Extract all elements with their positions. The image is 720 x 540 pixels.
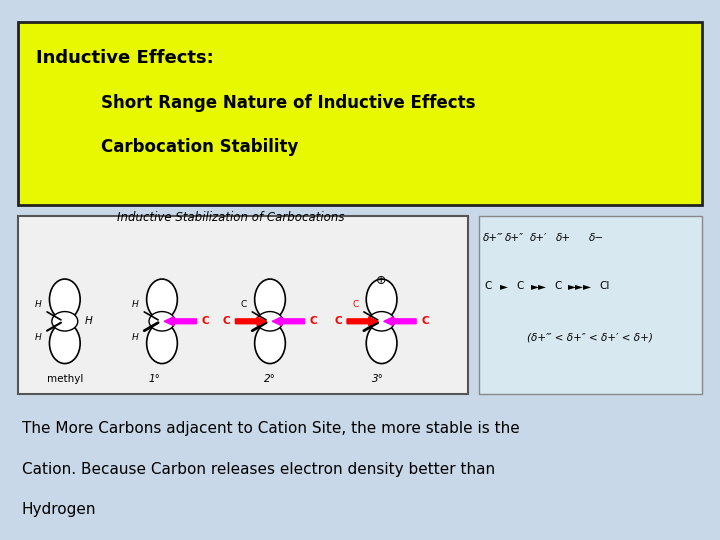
Text: Inductive Stabilization of Carbocations: Inductive Stabilization of Carbocations (117, 211, 344, 224)
Text: Cl: Cl (600, 281, 610, 291)
Text: H: H (85, 316, 93, 326)
Text: ►►►: ►►► (567, 281, 592, 291)
FancyArrow shape (164, 317, 197, 326)
Text: Cation. Because Carbon releases electron density better than: Cation. Because Carbon releases electron… (22, 462, 495, 477)
Ellipse shape (147, 323, 177, 363)
Text: C: C (310, 316, 318, 326)
Text: 1°: 1° (149, 374, 161, 384)
Text: ►: ► (500, 281, 508, 291)
Text: Inductive Effects:: Inductive Effects: (36, 49, 214, 66)
Text: C: C (516, 281, 523, 291)
Text: H: H (132, 300, 139, 309)
Ellipse shape (255, 279, 285, 320)
Ellipse shape (366, 279, 397, 320)
Text: H: H (35, 300, 42, 309)
Ellipse shape (50, 323, 80, 363)
FancyBboxPatch shape (18, 216, 468, 394)
Circle shape (257, 312, 283, 331)
Text: C: C (421, 316, 429, 326)
Text: δ−: δ− (588, 233, 604, 242)
Text: ►►: ►► (531, 281, 546, 291)
Text: C: C (334, 316, 342, 326)
FancyArrow shape (272, 317, 305, 326)
Text: δ+″: δ+″ (505, 233, 524, 242)
Ellipse shape (255, 323, 285, 363)
Text: C: C (222, 316, 230, 326)
Ellipse shape (50, 279, 80, 320)
Text: Hydrogen: Hydrogen (22, 502, 96, 517)
Text: 3°: 3° (372, 374, 384, 384)
Text: H: H (35, 333, 42, 342)
Text: C: C (202, 316, 210, 326)
Text: C: C (240, 300, 247, 309)
Text: δ+′: δ+′ (530, 233, 547, 242)
Circle shape (149, 312, 175, 331)
Circle shape (52, 312, 78, 331)
Text: C: C (554, 281, 562, 291)
Text: ⊕: ⊕ (377, 274, 387, 287)
Text: (δ+‴ < δ+″ < δ+′ < δ+): (δ+‴ < δ+″ < δ+′ < δ+) (528, 333, 653, 342)
Circle shape (369, 312, 395, 331)
FancyArrow shape (384, 317, 416, 326)
Text: δ+‴: δ+‴ (483, 233, 503, 242)
FancyArrow shape (235, 317, 266, 326)
Text: Carbocation Stability: Carbocation Stability (101, 138, 298, 156)
Text: C: C (485, 281, 492, 291)
Text: 2°: 2° (264, 374, 276, 384)
Text: C: C (352, 300, 359, 309)
Text: methyl: methyl (47, 374, 83, 384)
FancyArrow shape (347, 317, 378, 326)
Text: Short Range Nature of Inductive Effects: Short Range Nature of Inductive Effects (101, 94, 475, 112)
Ellipse shape (147, 279, 177, 320)
Text: δ+: δ+ (555, 233, 571, 242)
Ellipse shape (366, 323, 397, 363)
Text: The More Carbons adjacent to Cation Site, the more stable is the: The More Carbons adjacent to Cation Site… (22, 421, 519, 436)
FancyBboxPatch shape (18, 22, 702, 205)
Text: H: H (132, 333, 139, 342)
FancyBboxPatch shape (479, 216, 702, 394)
